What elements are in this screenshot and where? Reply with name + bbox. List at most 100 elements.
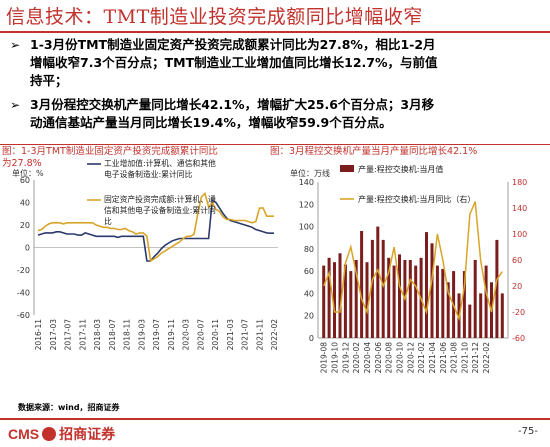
right-y-unit: 单位：万线: [290, 168, 330, 178]
left-y-tick: 60: [20, 176, 30, 185]
right-yoy-line: [323, 201, 503, 322]
brand-logo: CMS 招商证券: [8, 424, 115, 444]
logo-cn: 招商证券: [59, 427, 116, 443]
right-x-tick: 2021-08: [450, 342, 459, 374]
left-legend-label-2: 固定资产投资完成额:计算机、通: [104, 194, 216, 204]
page-number: -75-: [518, 426, 538, 437]
bar: [343, 264, 347, 338]
left-series-line-2: [37, 191, 274, 263]
right-right-y-tick: 140: [512, 204, 527, 213]
bar: [381, 239, 385, 338]
bar: [484, 265, 488, 338]
left-x-tick: 2016-11: [34, 319, 43, 351]
bar: [327, 257, 331, 338]
left-legend-label-1: 工业增加值:计算机、通信和其他: [104, 158, 216, 168]
right-left-y-tick: 60: [304, 267, 314, 276]
right-x-tick: 2021-10: [460, 342, 469, 374]
bullet-line: 3月份程控交换机产量同比增长42.1%，增幅扩大25.6个百分点；3月移: [30, 97, 435, 112]
left-x-tick: 2020-07: [196, 319, 205, 351]
right-left-y-tick: 80: [304, 245, 314, 254]
right-x-tick: 2019-12: [341, 342, 350, 374]
bar: [435, 265, 439, 338]
bar: [446, 282, 450, 338]
left-legend-label-1: 电子设备制造业:累计同比: [104, 169, 193, 179]
right-left-y-tick: 140: [299, 178, 314, 187]
bar: [408, 260, 412, 338]
bar: [398, 254, 401, 338]
left-x-tick: 2019-11: [167, 319, 176, 351]
bar: [360, 231, 364, 338]
left-series-line-1: [37, 198, 274, 262]
bar: [365, 262, 369, 338]
bullet-item-1: ➢ 1-3月份TMT制造业固定资产投资完成额累计同比为27.8%，相比1-2月 …: [0, 36, 550, 90]
bullet-item-2: ➢ 3月份程控交换机产量同比增长42.1%，增幅扩大25.6个百分点；3月移 动…: [0, 96, 550, 132]
bullet-line: 持平；: [30, 73, 68, 88]
right-x-tick: 2020-04: [363, 342, 372, 374]
bar: [338, 253, 342, 338]
bar: [376, 226, 380, 338]
right-x-tick: 2020-10: [395, 342, 404, 374]
right-x-tick: 2021-02: [417, 342, 426, 374]
bar: [387, 257, 391, 338]
right-x-tick: 2020-06: [374, 342, 383, 374]
bar: [500, 293, 504, 338]
right-x-tick: 2020-12: [406, 342, 415, 374]
left-x-tick: 2019-03: [137, 319, 146, 351]
right-left-y-tick: 40: [304, 289, 314, 298]
right-left-y-tick: 120: [299, 200, 314, 209]
arrow-bullet-icon: ➢: [10, 98, 21, 112]
bar: [441, 268, 445, 338]
left-x-tick: 2020-11: [211, 319, 220, 351]
left-y-tick: 20: [20, 221, 30, 230]
left-x-tick: 2018-03: [93, 319, 102, 351]
bar: [468, 304, 472, 338]
source-note: 数据来源：wind，招商证券: [18, 403, 120, 412]
arrow-bullet-icon: ➢: [10, 38, 21, 52]
right-x-tick: 2019-08: [320, 342, 329, 374]
left-x-tick: 2021-11: [255, 319, 264, 351]
right-left-y-tick: 0: [309, 334, 314, 343]
right-right-y-tick: 20: [512, 282, 522, 291]
right-x-tick: 2019-10: [331, 342, 340, 374]
bar: [495, 239, 499, 338]
bullet-list: ➢ 1-3月份TMT制造业固定资产投资完成额累计同比为27.8%，相比1-2月 …: [0, 36, 550, 132]
bar: [354, 260, 358, 338]
left-chart-caption: 图：1-3月TMT制造业固定资产投资完成额累计同比: [2, 146, 218, 157]
footer-divider: [0, 418, 550, 420]
left-y-tick: -60: [17, 311, 30, 320]
bar: [479, 293, 483, 338]
right-left-y-tick: 20: [304, 312, 314, 321]
left-y-tick: -20: [17, 266, 30, 275]
bar: [414, 265, 418, 338]
bar: [322, 265, 326, 338]
right-chart-caption-line1: 图：3月程控交换机产量当月产量同比增长42.1%: [270, 146, 478, 157]
bar: [430, 243, 434, 338]
right-x-tick: 2020-08: [385, 342, 394, 374]
left-x-tick: 2021-03: [226, 319, 235, 351]
bar: [425, 232, 428, 338]
bar: [349, 271, 353, 338]
right-right-y-tick: -20: [512, 308, 525, 317]
left-x-tick: 2018-11: [123, 319, 132, 351]
bar: [370, 239, 374, 338]
left-y-unit: 单位：%: [12, 168, 44, 178]
left-x-tick: 2017-07: [64, 319, 73, 351]
right-right-y-tick: 100: [512, 230, 527, 239]
right-right-y-tick: -60: [512, 334, 525, 343]
bar: [392, 265, 396, 338]
bullet-line: 增幅收窄7.3个百分点；TMT制造业工业增加值同比增长12.7%，与前值: [30, 55, 438, 70]
right-legend-bar-swatch: [340, 165, 354, 172]
bar: [333, 262, 336, 338]
left-legend-label-2: 信和其他电子设备制造业:累计同: [104, 205, 216, 215]
right-x-tick: 2020-02: [352, 342, 361, 374]
left-y-tick: -40: [17, 289, 30, 298]
left-y-tick: 0: [25, 244, 30, 253]
chart-divider: [0, 144, 550, 145]
bar: [462, 271, 466, 338]
logo-seal-icon: [42, 427, 57, 441]
page-title: 信息技术：TMT制造业投资完成额同比增幅收窄: [6, 6, 423, 28]
right-legend-label-2: 产量:程控交换机:当月同比（右）: [358, 194, 475, 204]
left-x-tick: 2019-07: [152, 319, 161, 351]
left-legend-label-2: 比: [104, 216, 112, 226]
right-right-y-tick: 60: [512, 256, 522, 265]
